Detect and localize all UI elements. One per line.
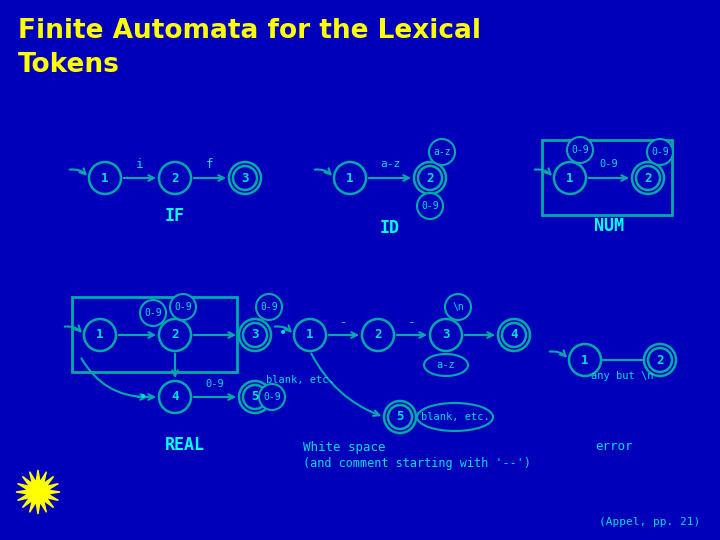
Circle shape <box>384 401 416 433</box>
Text: -: - <box>408 316 415 329</box>
Circle shape <box>644 344 676 376</box>
Circle shape <box>170 294 196 320</box>
Text: ID: ID <box>380 219 400 237</box>
Circle shape <box>569 344 601 376</box>
Circle shape <box>388 405 412 429</box>
Text: 0-9: 0-9 <box>571 145 589 155</box>
Circle shape <box>430 319 462 351</box>
Text: 1: 1 <box>96 328 104 341</box>
Circle shape <box>159 381 191 413</box>
Circle shape <box>229 162 261 194</box>
Text: 0-9: 0-9 <box>264 392 281 402</box>
FancyBboxPatch shape <box>72 297 237 372</box>
Text: 0-9: 0-9 <box>206 379 225 389</box>
Circle shape <box>256 294 282 320</box>
Text: 2: 2 <box>171 328 179 341</box>
Text: 5: 5 <box>396 410 404 423</box>
Circle shape <box>294 319 326 351</box>
Circle shape <box>334 162 366 194</box>
Text: •: • <box>139 390 147 404</box>
Text: blank, etc.: blank, etc. <box>266 375 334 385</box>
Text: 0-9: 0-9 <box>260 302 278 312</box>
Text: 0-9: 0-9 <box>174 302 192 312</box>
Ellipse shape <box>417 403 493 431</box>
Circle shape <box>417 193 443 219</box>
Circle shape <box>418 166 442 190</box>
Circle shape <box>554 162 586 194</box>
Text: f: f <box>206 158 214 171</box>
Text: blank, etc.: blank, etc. <box>420 412 490 422</box>
Text: 4: 4 <box>510 328 518 341</box>
Circle shape <box>414 162 446 194</box>
Text: 1: 1 <box>566 172 574 185</box>
Circle shape <box>243 323 267 347</box>
Text: REAL: REAL <box>165 436 205 454</box>
Circle shape <box>502 323 526 347</box>
Circle shape <box>259 384 285 410</box>
Text: any but \n: any but \n <box>590 371 653 381</box>
Text: 5: 5 <box>251 390 258 403</box>
Circle shape <box>159 319 191 351</box>
Polygon shape <box>16 470 60 514</box>
Text: a-z: a-z <box>433 147 451 157</box>
Circle shape <box>239 319 271 351</box>
Text: IF: IF <box>165 207 185 225</box>
Circle shape <box>647 139 673 165</box>
Text: 4: 4 <box>171 390 179 403</box>
Text: error: error <box>595 441 632 454</box>
Circle shape <box>243 385 267 409</box>
Text: 3: 3 <box>251 328 258 341</box>
Text: 2: 2 <box>171 172 179 185</box>
Circle shape <box>239 381 271 413</box>
Text: Tokens: Tokens <box>18 52 120 78</box>
Text: -: - <box>341 316 348 329</box>
Circle shape <box>648 348 672 372</box>
Text: 0-9: 0-9 <box>651 147 669 157</box>
Circle shape <box>567 137 593 163</box>
Circle shape <box>233 166 257 190</box>
Text: 1: 1 <box>102 172 109 185</box>
Text: a-z: a-z <box>436 360 455 370</box>
Circle shape <box>84 319 116 351</box>
Text: White space: White space <box>303 441 385 454</box>
Text: (Appel, pp. 21): (Appel, pp. 21) <box>599 517 700 527</box>
Text: 0-9: 0-9 <box>421 201 438 211</box>
Text: 2: 2 <box>644 172 652 185</box>
Text: 1: 1 <box>346 172 354 185</box>
Text: i: i <box>136 158 144 171</box>
Ellipse shape <box>424 354 468 376</box>
FancyBboxPatch shape <box>542 140 672 215</box>
Text: 2: 2 <box>426 172 433 185</box>
Text: 0-9: 0-9 <box>144 308 162 318</box>
Text: \n: \n <box>452 302 464 312</box>
Text: NUM: NUM <box>594 217 624 235</box>
Text: a-z: a-z <box>380 159 400 169</box>
Text: 3: 3 <box>442 328 450 341</box>
Circle shape <box>362 319 394 351</box>
Text: (and comment starting with '--'): (and comment starting with '--') <box>303 456 531 469</box>
Circle shape <box>140 300 166 326</box>
Text: 0-9: 0-9 <box>600 159 618 169</box>
Circle shape <box>429 139 455 165</box>
Text: 2: 2 <box>656 354 664 367</box>
Text: 2: 2 <box>374 328 382 341</box>
Text: Finite Automata for the Lexical: Finite Automata for the Lexical <box>18 18 481 44</box>
Text: 3: 3 <box>241 172 248 185</box>
Circle shape <box>632 162 664 194</box>
Circle shape <box>445 294 471 320</box>
Circle shape <box>89 162 121 194</box>
Text: 1: 1 <box>581 354 589 367</box>
Circle shape <box>159 162 191 194</box>
Circle shape <box>498 319 530 351</box>
Circle shape <box>636 166 660 190</box>
Text: •: • <box>279 326 287 340</box>
Text: 1: 1 <box>306 328 314 341</box>
